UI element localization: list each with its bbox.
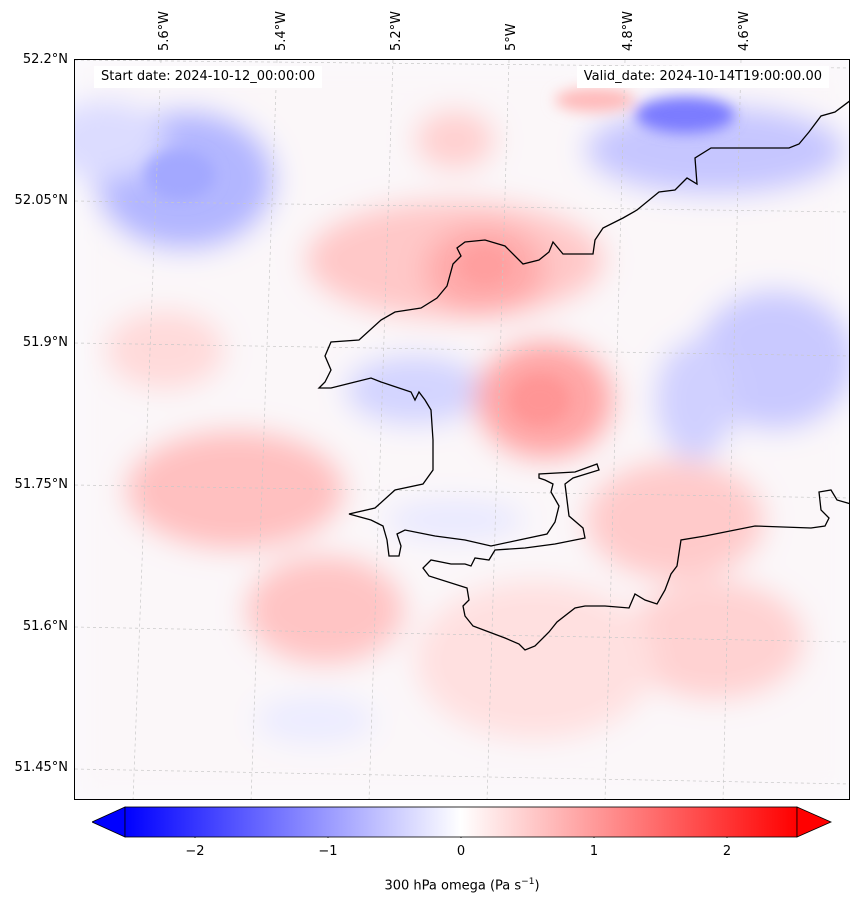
valid-date-label: Valid_date: 2024-10-14T19:00:00.00	[576, 66, 829, 88]
colorbar-label-end: )	[534, 878, 540, 894]
colorbar-tick-minus1: −1	[318, 844, 338, 859]
lon-label-4.6w: 4.6°W	[737, 10, 752, 51]
omega-field	[75, 60, 849, 799]
map-panel[interactable]	[74, 59, 850, 800]
lat-label-51.45n: 51.45°N	[14, 760, 68, 775]
blue-core-nw	[145, 150, 215, 200]
blue-region-sw	[255, 695, 375, 745]
colorbar-gradient	[124, 806, 798, 838]
blue-region-far-nw	[75, 100, 165, 180]
blue-region-east2	[655, 340, 735, 460]
lat-label-51.9n: 51.9°N	[22, 335, 68, 350]
lon-label-5.4w: 5.4°W	[274, 10, 289, 51]
red-region-east	[585, 460, 765, 580]
start-date-label: Start date: 2024-10-12_00:00:00	[94, 66, 323, 88]
colorbar	[92, 806, 832, 838]
red-core-central	[510, 375, 570, 425]
red-core-ne	[555, 88, 635, 112]
colorbar-tick-0: 0	[456, 844, 466, 859]
lon-label-5.2w: 5.2°W	[389, 10, 404, 51]
red-region-southwest	[245, 555, 405, 665]
red-region-southeast	[625, 580, 805, 700]
lat-label-51.75n: 51.75°N	[14, 477, 68, 492]
blue-core-ne	[635, 97, 735, 133]
colorbar-tick-1: 1	[589, 844, 599, 859]
lat-label-51.6n: 51.6°N	[22, 619, 68, 634]
colorbar-min-extend	[92, 806, 126, 838]
colorbar-max-extend	[796, 806, 832, 838]
red-region-far-west	[105, 310, 225, 390]
blue-region-bay	[345, 355, 485, 425]
colorbar-tick-2: 2	[722, 844, 732, 859]
lon-label-5w: 5°W	[504, 23, 519, 51]
colorbar-label-main: 300 hPa omega (Pa s	[384, 878, 522, 894]
lon-label-4.8w: 4.8°W	[621, 10, 636, 51]
coastline	[317, 100, 849, 651]
red-region-top	[415, 110, 495, 170]
lat-label-52.2n: 52.2°N	[22, 52, 68, 67]
red-region-south	[415, 580, 655, 740]
colorbar-tick-minus2: −2	[185, 844, 205, 859]
lat-label-52.05n: 52.05°N	[14, 193, 68, 208]
red-core-north	[460, 245, 510, 285]
red-region-west	[125, 430, 345, 550]
colorbar-label: 300 hPa omega (Pa s−1)	[0, 877, 859, 893]
lon-label-5.6w: 5.6°W	[157, 10, 172, 51]
blue-region-south	[385, 500, 525, 540]
colorbar-label-exponent: −1	[521, 877, 535, 887]
